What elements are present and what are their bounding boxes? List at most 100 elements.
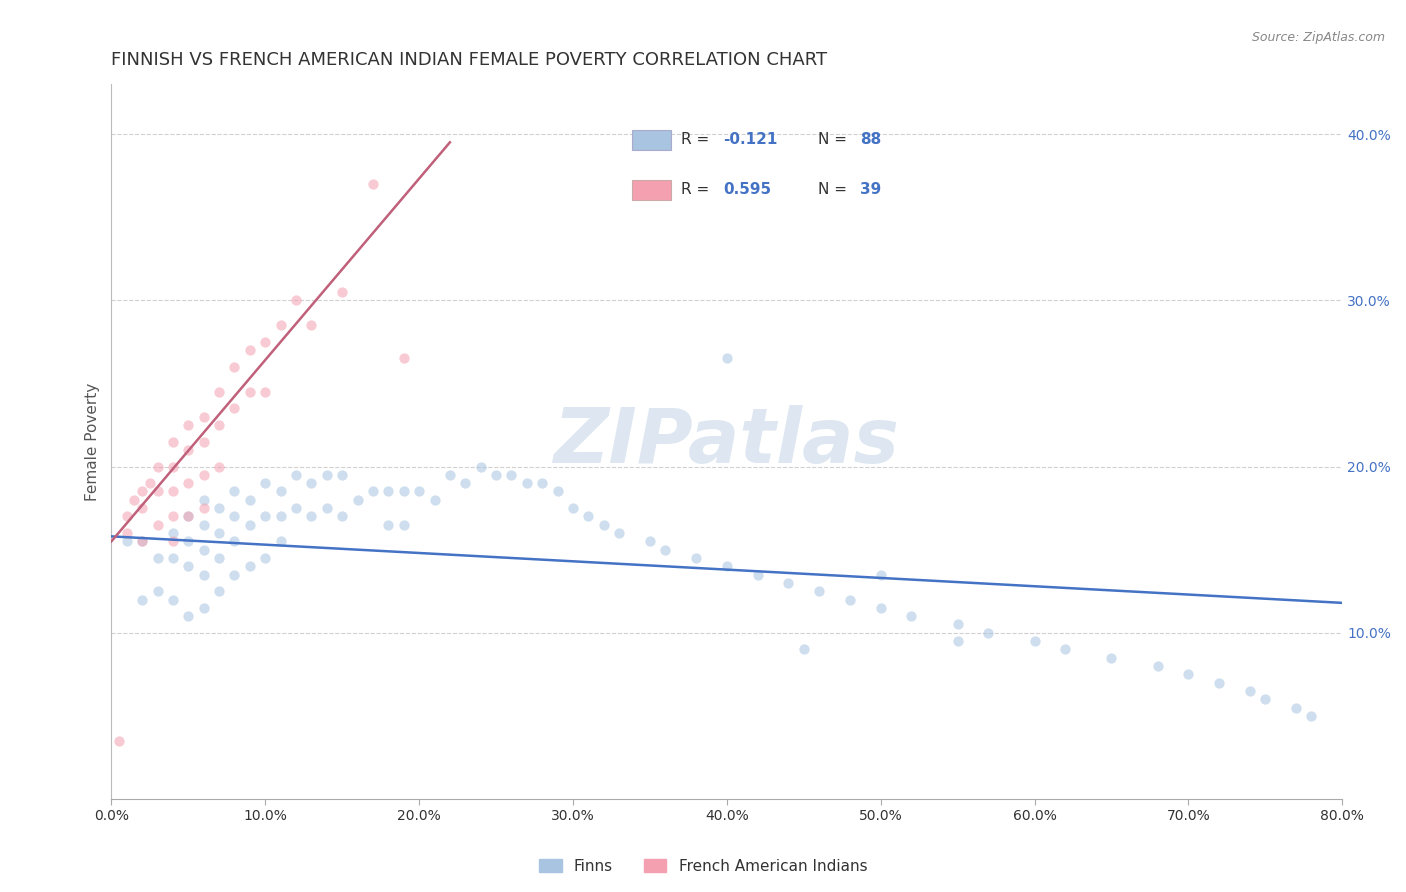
Point [208, 459, 231, 474]
Point [208, 384, 231, 399]
Y-axis label: Female Poverty: Female Poverty [86, 383, 100, 500]
Point [778, 575, 800, 590]
Point [146, 459, 169, 474]
Point [516, 476, 538, 491]
Point [177, 509, 200, 524]
Legend: Finns, French American Indians: Finns, French American Indians [533, 853, 873, 880]
Point [177, 609, 200, 624]
Point [177, 534, 200, 549]
Point [224, 484, 246, 499]
Point [299, 476, 322, 491]
Point [716, 559, 738, 574]
Point [146, 517, 169, 532]
Point [193, 600, 215, 615]
Point [224, 534, 246, 549]
Point [131, 592, 153, 607]
Point [108, 734, 131, 748]
Point [285, 467, 308, 482]
Point [869, 600, 891, 615]
Point [177, 417, 200, 432]
Point [299, 318, 322, 333]
Point [1024, 634, 1046, 648]
Point [131, 484, 153, 499]
Point [900, 609, 922, 624]
Point [162, 526, 184, 541]
Point [193, 517, 215, 532]
Point [977, 625, 1000, 640]
Point [239, 559, 262, 574]
Point [654, 542, 676, 557]
Point [254, 384, 277, 399]
Point [208, 526, 231, 541]
Point [808, 584, 831, 599]
Point [330, 467, 353, 482]
Point [162, 459, 184, 474]
Point [285, 501, 308, 516]
Point [1254, 692, 1277, 706]
Point [193, 492, 215, 507]
Point [131, 534, 153, 549]
Point [177, 442, 200, 457]
Point [531, 476, 554, 491]
Point [716, 351, 738, 366]
Point [592, 517, 614, 532]
Point [193, 501, 215, 516]
Point [946, 634, 969, 648]
Point [193, 409, 215, 424]
Point [485, 467, 508, 482]
Point [547, 484, 569, 499]
Point [793, 642, 815, 657]
Point [208, 501, 231, 516]
Point [177, 559, 200, 574]
Point [239, 343, 262, 358]
Point [208, 417, 231, 432]
Point [208, 551, 231, 566]
Point [162, 434, 184, 449]
Point [562, 501, 585, 516]
Point [330, 509, 353, 524]
Point [115, 509, 138, 524]
Point [115, 534, 138, 549]
Text: FINNISH VS FRENCH AMERICAN INDIAN FEMALE POVERTY CORRELATION CHART: FINNISH VS FRENCH AMERICAN INDIAN FEMALE… [111, 51, 828, 69]
Point [638, 534, 661, 549]
Point [146, 584, 169, 599]
Point [131, 501, 153, 516]
Point [254, 334, 277, 349]
Point [1146, 659, 1168, 673]
Point [315, 501, 337, 516]
Point [139, 476, 162, 491]
Text: Source: ZipAtlas.com: Source: ZipAtlas.com [1251, 31, 1385, 45]
Point [224, 359, 246, 374]
Point [1054, 642, 1077, 657]
Point [346, 492, 368, 507]
Point [270, 509, 292, 524]
Point [270, 484, 292, 499]
Point [1301, 709, 1323, 723]
Point [177, 476, 200, 491]
Point [439, 467, 461, 482]
Point [224, 509, 246, 524]
Point [1285, 700, 1308, 714]
Point [162, 551, 184, 566]
Point [224, 401, 246, 416]
Point [254, 551, 277, 566]
Point [361, 484, 384, 499]
Point [315, 467, 337, 482]
Point [1177, 667, 1199, 681]
Point [193, 467, 215, 482]
Point [285, 293, 308, 308]
Point [162, 534, 184, 549]
Point [177, 509, 200, 524]
Point [239, 517, 262, 532]
Point [408, 484, 430, 499]
Point [330, 285, 353, 299]
Point [146, 484, 169, 499]
Point [454, 476, 477, 491]
Point [1101, 650, 1123, 665]
Point [208, 584, 231, 599]
Point [361, 177, 384, 191]
Point [747, 567, 769, 582]
Point [392, 484, 415, 499]
Point [838, 592, 860, 607]
Point [193, 434, 215, 449]
